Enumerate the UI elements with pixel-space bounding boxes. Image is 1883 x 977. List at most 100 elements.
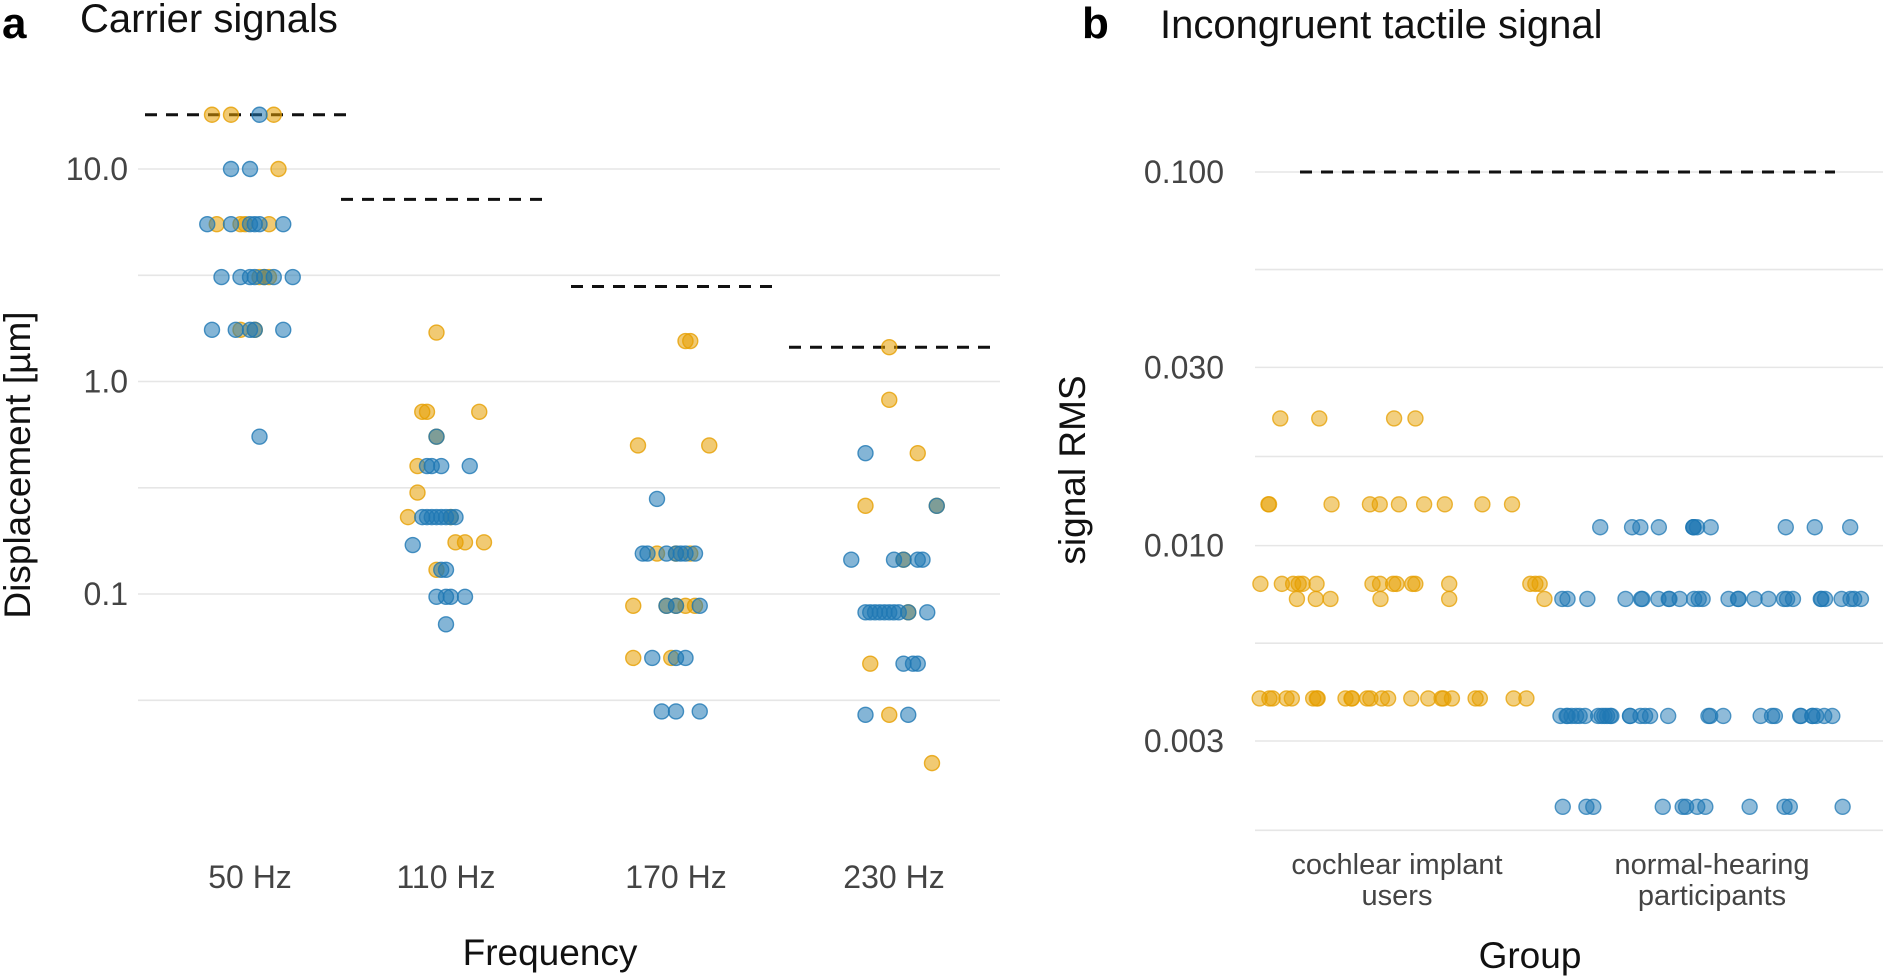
data-point-normal-hearing-participants [1852, 590, 1870, 608]
data-point-normal-hearing-participants [251, 428, 268, 445]
data-point-cochlear-implant-users [1251, 690, 1268, 707]
data-point-cochlear-implant-users [1252, 575, 1269, 593]
data-point-cochlear-implant-users [1272, 410, 1289, 427]
data-point-cochlear-implant-users [1362, 690, 1379, 707]
data-point-cochlear-implant-users [1288, 590, 1306, 608]
data-point-normal-hearing-participants [691, 597, 708, 614]
panel-a-y-axis-title: Displacement [µm] [0, 311, 38, 618]
panel-b-y-tick-labels: 0.100 0.030 0.010 0.003 [1144, 154, 1224, 759]
data-point-cochlear-implant-users [1343, 690, 1360, 707]
panel-a-y-tick-labels: 10.0 1.0 0.1 [66, 151, 128, 612]
data-point-cochlear-implant-users [475, 534, 493, 551]
data-point-cochlear-implant-users [1372, 590, 1389, 608]
data-point-cochlear-implant-users [1404, 575, 1421, 593]
data-point-normal-hearing-participants [1741, 798, 1758, 815]
data-point-cochlear-implant-users [1260, 496, 1277, 513]
data-point-normal-hearing-participants [1579, 590, 1596, 608]
data-point-normal-hearing-participants [919, 604, 936, 621]
data-point-cochlear-implant-users [203, 106, 221, 123]
data-point-normal-hearing-participants [1746, 590, 1763, 608]
data-point-normal-hearing-participants [1554, 798, 1571, 815]
data-point-normal-hearing-participants [843, 551, 860, 568]
data-point-normal-hearing-participants [251, 215, 268, 233]
data-point-normal-hearing-participants [1661, 590, 1678, 608]
data-point-cochlear-implant-users [471, 403, 488, 421]
data-point-cochlear-implant-users [1278, 690, 1295, 707]
panel-a-y-tick-label: 1.0 [84, 364, 128, 400]
panel-a-x-tick-label-50-hz: 50 Hz [208, 859, 292, 895]
panel-a-title: Carrier signals [80, 0, 338, 41]
panel-b-y-tick-label: 0.100 [1144, 154, 1224, 190]
data-point-cochlear-implant-users [881, 391, 898, 409]
data-point-normal-hearing-participants [1592, 519, 1609, 536]
panel-letter-a: a [2, 0, 27, 48]
data-point-cochlear-implant-users [1403, 690, 1420, 707]
data-point-normal-hearing-participants [900, 604, 917, 621]
data-point-normal-hearing-participants [275, 215, 292, 233]
panel-b-x-tick-labels: cochlear implant users normal-hearing parti… [1291, 849, 1809, 912]
data-point-normal-hearing-participants [1775, 590, 1793, 608]
data-point-normal-hearing-participants [900, 706, 917, 724]
panel-a-y-tick-label: 0.1 [84, 576, 128, 612]
panel-b-x-tick-label-normal-hearing-participants: normal-hearing participants [1614, 849, 1809, 912]
data-point-normal-hearing-participants [914, 551, 931, 568]
data-point-cochlear-implant-users [1433, 690, 1450, 707]
data-point-normal-hearing-participants [1808, 707, 1825, 725]
data-point-cochlear-implant-users [1527, 575, 1544, 593]
data-point-normal-hearing-participants [456, 588, 474, 606]
data-point-normal-hearing-participants [1623, 519, 1641, 536]
data-point-cochlear-implant-users [1436, 496, 1453, 513]
data-point-cochlear-implant-users [1440, 590, 1458, 608]
data-point-normal-hearing-participants [1654, 798, 1671, 815]
data-point-normal-hearing-participants [1700, 707, 1717, 725]
panel-a-carrier-signals: a Carrier signals 10.0 1.0 0.1 50 Hz 110 Hz… [0, 0, 1000, 973]
data-point-cochlear-implant-users [625, 597, 642, 614]
data-point-normal-hearing-participants [1659, 707, 1677, 725]
data-point-cochlear-implant-users [629, 437, 647, 454]
data-point-cochlear-implant-users [1361, 496, 1379, 513]
data-point-normal-hearing-participants [222, 215, 240, 233]
data-point-cochlear-implant-users [428, 324, 445, 341]
data-point-normal-hearing-participants [644, 649, 661, 667]
data-point-cochlear-implant-users [909, 444, 926, 462]
data-point-cochlear-implant-users [1308, 575, 1325, 593]
data-point-normal-hearing-participants [1730, 590, 1747, 608]
data-point-cochlear-implant-users [1311, 410, 1328, 427]
panel-a-x-axis-title: Frequency [463, 932, 638, 973]
data-point-cochlear-implant-users [1407, 410, 1424, 427]
data-point-normal-hearing-participants [691, 703, 708, 720]
data-point-cochlear-implant-users [1415, 496, 1433, 513]
data-point-normal-hearing-participants [1777, 519, 1794, 536]
data-point-cochlear-implant-users [222, 106, 240, 123]
panel-letter-b: b [1082, 0, 1109, 48]
data-point-normal-hearing-participants [1689, 798, 1706, 815]
data-point-cochlear-implant-users [265, 106, 282, 123]
data-point-normal-hearing-participants [404, 536, 421, 554]
panel-a-x-tick-label-110-hz: 110 Hz [396, 859, 495, 895]
data-point-normal-hearing-participants [857, 444, 874, 462]
data-point-cochlear-implant-users [1294, 575, 1311, 593]
data-point-normal-hearing-participants [433, 457, 450, 475]
panel-a-y-tick-label: 10.0 [66, 151, 128, 187]
data-point-normal-hearing-participants [1694, 590, 1711, 608]
data-point-normal-hearing-participants [1641, 707, 1659, 725]
data-point-normal-hearing-participants [213, 268, 230, 286]
data-point-normal-hearing-participants [1650, 519, 1668, 536]
data-point-normal-hearing-participants [895, 551, 912, 568]
data-point-normal-hearing-participants [284, 268, 301, 286]
data-point-cochlear-implant-users [418, 403, 436, 421]
panel-a-x-tick-label-230-hz: 230 Hz [843, 859, 944, 895]
data-point-cochlear-implant-users [1467, 690, 1484, 707]
data-point-normal-hearing-participants [1601, 707, 1619, 725]
panel-b-y-tick-label: 0.030 [1144, 349, 1224, 385]
data-point-cochlear-implant-users [881, 339, 898, 356]
data-point-normal-hearing-participants [1816, 590, 1834, 608]
data-point-cochlear-implant-users [857, 497, 874, 515]
panel-b-y-tick-label: 0.003 [1144, 723, 1224, 759]
data-point-cochlear-implant-users [862, 655, 879, 672]
data-point-normal-hearing-participants [442, 588, 459, 606]
panel-b-incongruent-tactile-signal: b Incongruent tactile signal 0.1000.0300… [1052, 0, 1883, 976]
data-point-cochlear-implant-users [1503, 496, 1521, 513]
data-point-cochlear-implant-users [1273, 575, 1291, 593]
